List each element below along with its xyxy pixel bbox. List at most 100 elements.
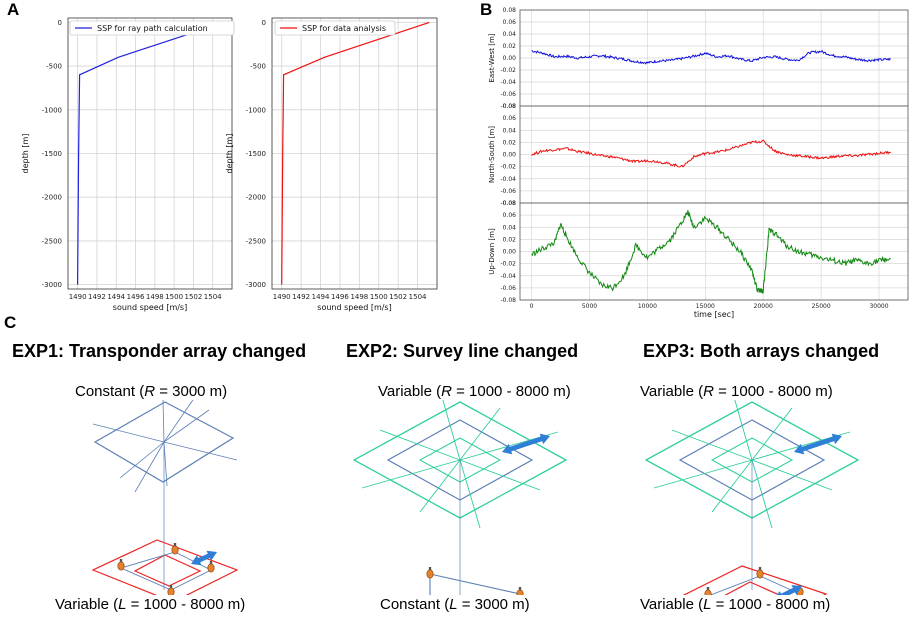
transponder-cap <box>173 543 177 546</box>
ssp-line <box>77 21 225 285</box>
survey-line <box>163 409 210 443</box>
y-tick-label: 0.06 <box>503 212 517 219</box>
double-arrow-shape <box>777 585 802 595</box>
y-tick-label: -1000 <box>246 106 266 114</box>
x-tick-label: 25000 <box>812 303 831 310</box>
survey-line <box>92 423 165 443</box>
y-tick-label: -0.06 <box>500 285 516 292</box>
transponder-body <box>426 569 434 579</box>
x-tick-label: 1492 <box>88 293 106 301</box>
x-axis-label: sound speed [m/s] <box>317 303 391 312</box>
y-tick-label: -3000 <box>246 281 266 289</box>
double-arrow <box>502 433 550 455</box>
transponder-icon <box>704 587 712 595</box>
y-tick-label: 0.04 <box>503 31 517 38</box>
x-axis-label: sound speed [m/s] <box>113 303 187 312</box>
y-tick-label: 0 <box>58 19 62 27</box>
survey-line <box>459 407 501 461</box>
y-axis-label: East-West [m] <box>488 33 496 82</box>
timeseries-subplot-0: 0.08 0.06 0.04 0.02 0.00 -0.02 -0.04 -0.06 -0.08… <box>488 7 909 110</box>
exp1-top-label: Constant (R = 3000 m) <box>75 383 228 400</box>
survey-line <box>442 400 461 461</box>
y-tick-label: 0.08 <box>503 7 517 14</box>
plot-frame <box>271 17 438 290</box>
transponder-cap <box>518 587 522 590</box>
legend-label: SSP for ray path calculation <box>97 24 208 33</box>
survey-line <box>711 459 753 513</box>
x-tick-label: 1502 <box>184 293 202 301</box>
panel-label-a: A <box>7 0 20 19</box>
exp2-diagram <box>352 400 568 595</box>
ssp-line <box>281 21 430 285</box>
x-tick-label: 1500 <box>165 293 183 301</box>
survey-line <box>459 459 481 529</box>
legend-box <box>69 20 235 36</box>
y-tick-label: 0 <box>262 19 266 27</box>
legend: SSP for ray path calculation <box>69 20 235 36</box>
x-tick-label: 1498 <box>350 293 368 301</box>
transponder-body <box>516 589 524 595</box>
transponder-icon <box>207 561 215 573</box>
x-tick-label: 1500 <box>370 293 388 301</box>
double-arrow <box>794 433 842 455</box>
plot-frame <box>67 17 233 290</box>
survey-line <box>751 459 833 491</box>
survey-line <box>671 429 753 461</box>
transponder-icon <box>117 559 125 571</box>
y-tick-label: -1000 <box>42 106 62 114</box>
double-arrow-shape <box>502 433 550 455</box>
y-axis-label: North-South [m] <box>488 126 496 183</box>
x-tick-label: 1502 <box>389 293 407 301</box>
y-tick-label: -0.02 <box>500 261 516 268</box>
transponder-cap <box>428 567 432 570</box>
transponder-icon <box>426 567 434 579</box>
x-tick-label: 1494 <box>107 293 125 301</box>
exp3-title: EXP3: Both arrays changed <box>643 341 880 361</box>
survey-line <box>163 441 238 461</box>
y-tick-label: 0.08 <box>503 200 517 207</box>
x-tick-label: 1504 <box>204 293 222 301</box>
exp1-bottom-label: Variable (L = 1000 - 8000 m) <box>55 596 246 613</box>
transponder-body <box>171 545 179 555</box>
transponder-icon <box>756 567 764 579</box>
y-tick-label: -0.02 <box>500 164 516 171</box>
y-tick-label: -2500 <box>42 237 62 245</box>
transponder-array-square <box>429 573 521 595</box>
survey-line <box>361 459 461 489</box>
transponder-icon <box>171 543 179 555</box>
panel-label-b: B <box>480 0 493 19</box>
survey-array-square-small <box>709 575 802 595</box>
y-tick-label: -2500 <box>246 237 266 245</box>
panel-label-c: C <box>4 313 17 332</box>
transponder-icon <box>516 587 524 595</box>
y-tick-label: 0.02 <box>503 43 517 50</box>
legend-label: SSP for data analysis <box>302 24 386 33</box>
y-tick-label: -2000 <box>42 194 62 202</box>
x-tick-label: 1490 <box>273 293 291 301</box>
x-axis-label: time [sec] <box>694 310 734 319</box>
y-tick-label: -0.08 <box>500 103 516 110</box>
timeseries-subplot-1: 0.08 0.06 0.04 0.02 0.00 -0.02 -0.04 -0.06 -0.08… <box>488 103 909 207</box>
y-tick-label: -500 <box>46 63 62 71</box>
y-tick-label: 0.00 <box>503 55 517 62</box>
exp1-diagram <box>91 400 239 595</box>
ssp-ray-path-chart: 1490 1492 1494 1496 1498 1500 1502 15040-500-10… <box>21 17 438 312</box>
transponder-cap <box>706 587 710 590</box>
y-tick-label: 0.02 <box>503 236 517 243</box>
x-tick-label: 30000 <box>869 303 888 310</box>
survey-line <box>653 459 753 489</box>
y-tick-label: -0.04 <box>500 79 516 86</box>
y-tick-label: 0.04 <box>503 224 517 231</box>
double-arrow <box>777 585 802 595</box>
series-line <box>531 49 891 65</box>
x-tick-label: 1490 <box>69 293 87 301</box>
y-tick-label: -0.08 <box>500 297 516 304</box>
x-tick-label: 1494 <box>312 293 330 301</box>
transponder-array-outer <box>682 565 828 595</box>
x-tick-label: 0 <box>530 303 534 310</box>
y-tick-label: 0.02 <box>503 139 517 146</box>
survey-line <box>419 459 461 513</box>
survey-line <box>119 441 165 479</box>
double-arrow <box>191 550 217 566</box>
y-axis-label: Up-Down [m] <box>488 228 496 275</box>
